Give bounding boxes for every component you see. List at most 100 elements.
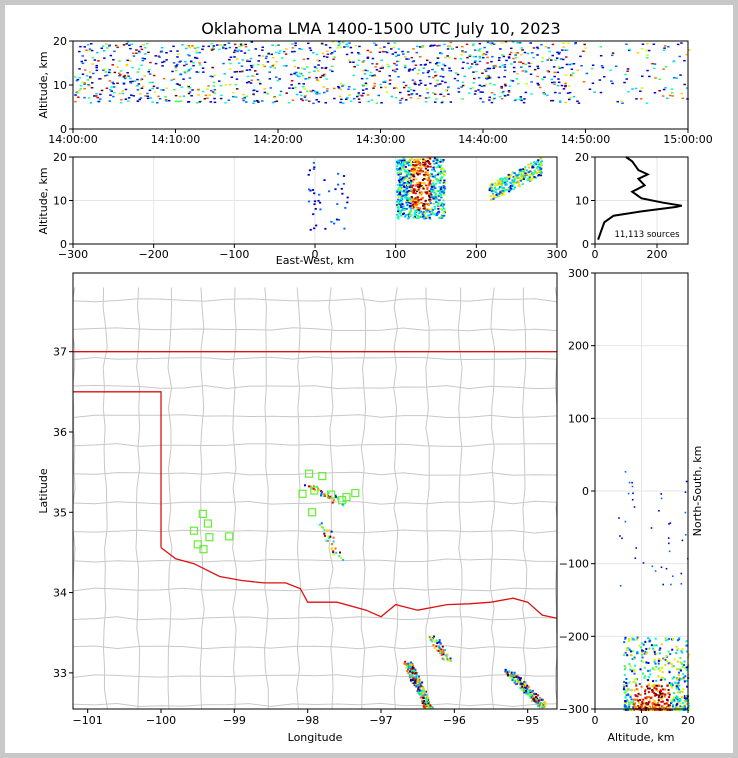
density-cell [172, 45, 175, 48]
source-point [403, 185, 406, 188]
source-point [511, 171, 514, 174]
density-cell [504, 41, 508, 43]
density-cell [301, 99, 305, 102]
density-cell [509, 51, 513, 54]
source-point [395, 167, 398, 170]
source-point [441, 205, 444, 208]
density-cell [110, 90, 113, 92]
source-point [647, 691, 650, 694]
density-cell [369, 71, 373, 74]
x-tick-label: −95 [516, 714, 539, 727]
source-point [424, 707, 427, 709]
density-cell [395, 87, 399, 89]
density-cell [352, 97, 356, 100]
source-point [538, 165, 541, 168]
density-cell [173, 88, 176, 91]
source-point [409, 670, 411, 673]
map-lightning-points [304, 484, 547, 709]
density-cell [479, 48, 482, 50]
density-cell [277, 52, 281, 54]
source-point [397, 210, 400, 213]
density-cell [347, 94, 351, 96]
source-point [408, 189, 411, 192]
source-point [409, 179, 412, 182]
source-point [685, 709, 688, 711]
source-point [629, 708, 631, 711]
density-cell [81, 55, 84, 57]
source-point [494, 182, 497, 185]
density-cell [373, 85, 376, 87]
density-cell [302, 58, 306, 61]
density-cell [486, 67, 490, 70]
density-cell [295, 93, 299, 96]
source-point [435, 198, 438, 201]
source-point [320, 494, 322, 497]
source-point [435, 196, 438, 199]
source-point [681, 709, 684, 711]
density-cell [241, 43, 245, 46]
density-cell [564, 49, 567, 51]
source-point [410, 198, 413, 201]
density-cell [303, 88, 306, 90]
source-point [433, 635, 435, 638]
density-cell [484, 53, 488, 56]
source-point [654, 706, 657, 709]
density-cell [505, 59, 508, 62]
source-point [415, 178, 418, 181]
density-cell [419, 82, 423, 84]
density-cell [192, 62, 195, 64]
source-point [420, 689, 423, 692]
source-point [677, 648, 680, 650]
source-point [313, 489, 316, 492]
density-cell [315, 79, 319, 81]
source-point [539, 174, 542, 177]
source-point [526, 173, 529, 176]
source-point [426, 209, 429, 212]
source-point [414, 205, 417, 208]
source-point [685, 666, 688, 669]
density-cell [305, 99, 308, 101]
source-point [418, 212, 421, 214]
source-point [500, 194, 503, 196]
density-cell [444, 81, 447, 84]
density-cell [297, 82, 301, 85]
station-marker [318, 472, 327, 481]
density-cell [599, 46, 602, 48]
source-point [504, 189, 507, 191]
density-cell [243, 52, 247, 54]
density-cell [585, 72, 589, 75]
density-cell [503, 95, 507, 97]
source-point [685, 702, 688, 705]
source-point [504, 180, 507, 183]
source-point [340, 556, 343, 559]
source-point [425, 695, 428, 698]
source-point [685, 679, 688, 682]
density-cell [91, 63, 94, 65]
source-point [538, 704, 541, 707]
source-point [330, 547, 333, 550]
density-cell [536, 46, 539, 49]
station-marker [298, 489, 307, 498]
source-point [679, 656, 682, 659]
density-cell [294, 44, 297, 47]
density-cell [553, 75, 556, 78]
y-tick-label: −200 [559, 630, 589, 643]
density-cell [455, 46, 459, 48]
density-cell [187, 85, 190, 88]
density-cell [130, 43, 134, 45]
source-point [525, 692, 528, 695]
density-cell [297, 67, 300, 69]
source-point [433, 184, 436, 186]
source-point [403, 186, 406, 189]
source-point [425, 693, 428, 696]
source-point [629, 650, 632, 653]
source-point [404, 170, 407, 172]
source-point [313, 192, 316, 195]
density-cell [393, 69, 396, 71]
station-marker [310, 486, 319, 495]
density-cell [295, 71, 298, 74]
density-cell [349, 100, 353, 102]
density-cell [448, 69, 451, 72]
density-cell [384, 80, 387, 83]
source-point [653, 687, 656, 690]
